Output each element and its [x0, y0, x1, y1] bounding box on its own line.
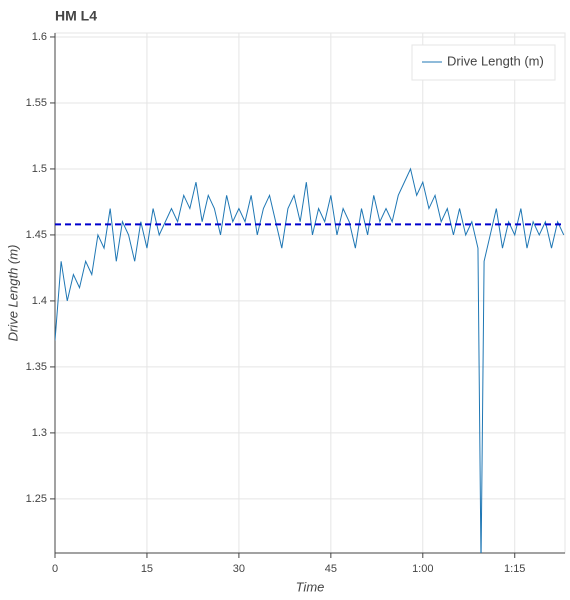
y-tick-label: 1.6: [32, 31, 47, 43]
y-tick-label: 1.25: [26, 493, 47, 505]
x-tick-label: 1:15: [504, 563, 525, 575]
y-tick-label: 1.4: [32, 295, 47, 307]
data-line: [55, 167, 565, 553]
x-tick-label: 0: [52, 563, 58, 575]
y-tick-label: 1.45: [26, 229, 47, 241]
y-tick-label: 1.35: [26, 361, 47, 373]
y-axis-label: Drive Length (m): [5, 245, 20, 342]
chart-title: HM L4: [55, 8, 97, 24]
plot-area: [54, 32, 566, 554]
legend-label: Drive Length (m): [447, 53, 544, 68]
plot-clip: [55, 167, 565, 553]
y-tick-label: 1.5: [32, 163, 47, 175]
x-tick-label: 15: [141, 563, 153, 575]
x-axis-label: Time: [296, 579, 325, 594]
y-tick-label: 1.3: [32, 427, 47, 439]
x-tick-label: 1:00: [412, 563, 433, 575]
x-tick-label: 30: [233, 563, 245, 575]
x-tick-label: 45: [325, 563, 337, 575]
y-tick-label: 1.55: [26, 97, 47, 109]
